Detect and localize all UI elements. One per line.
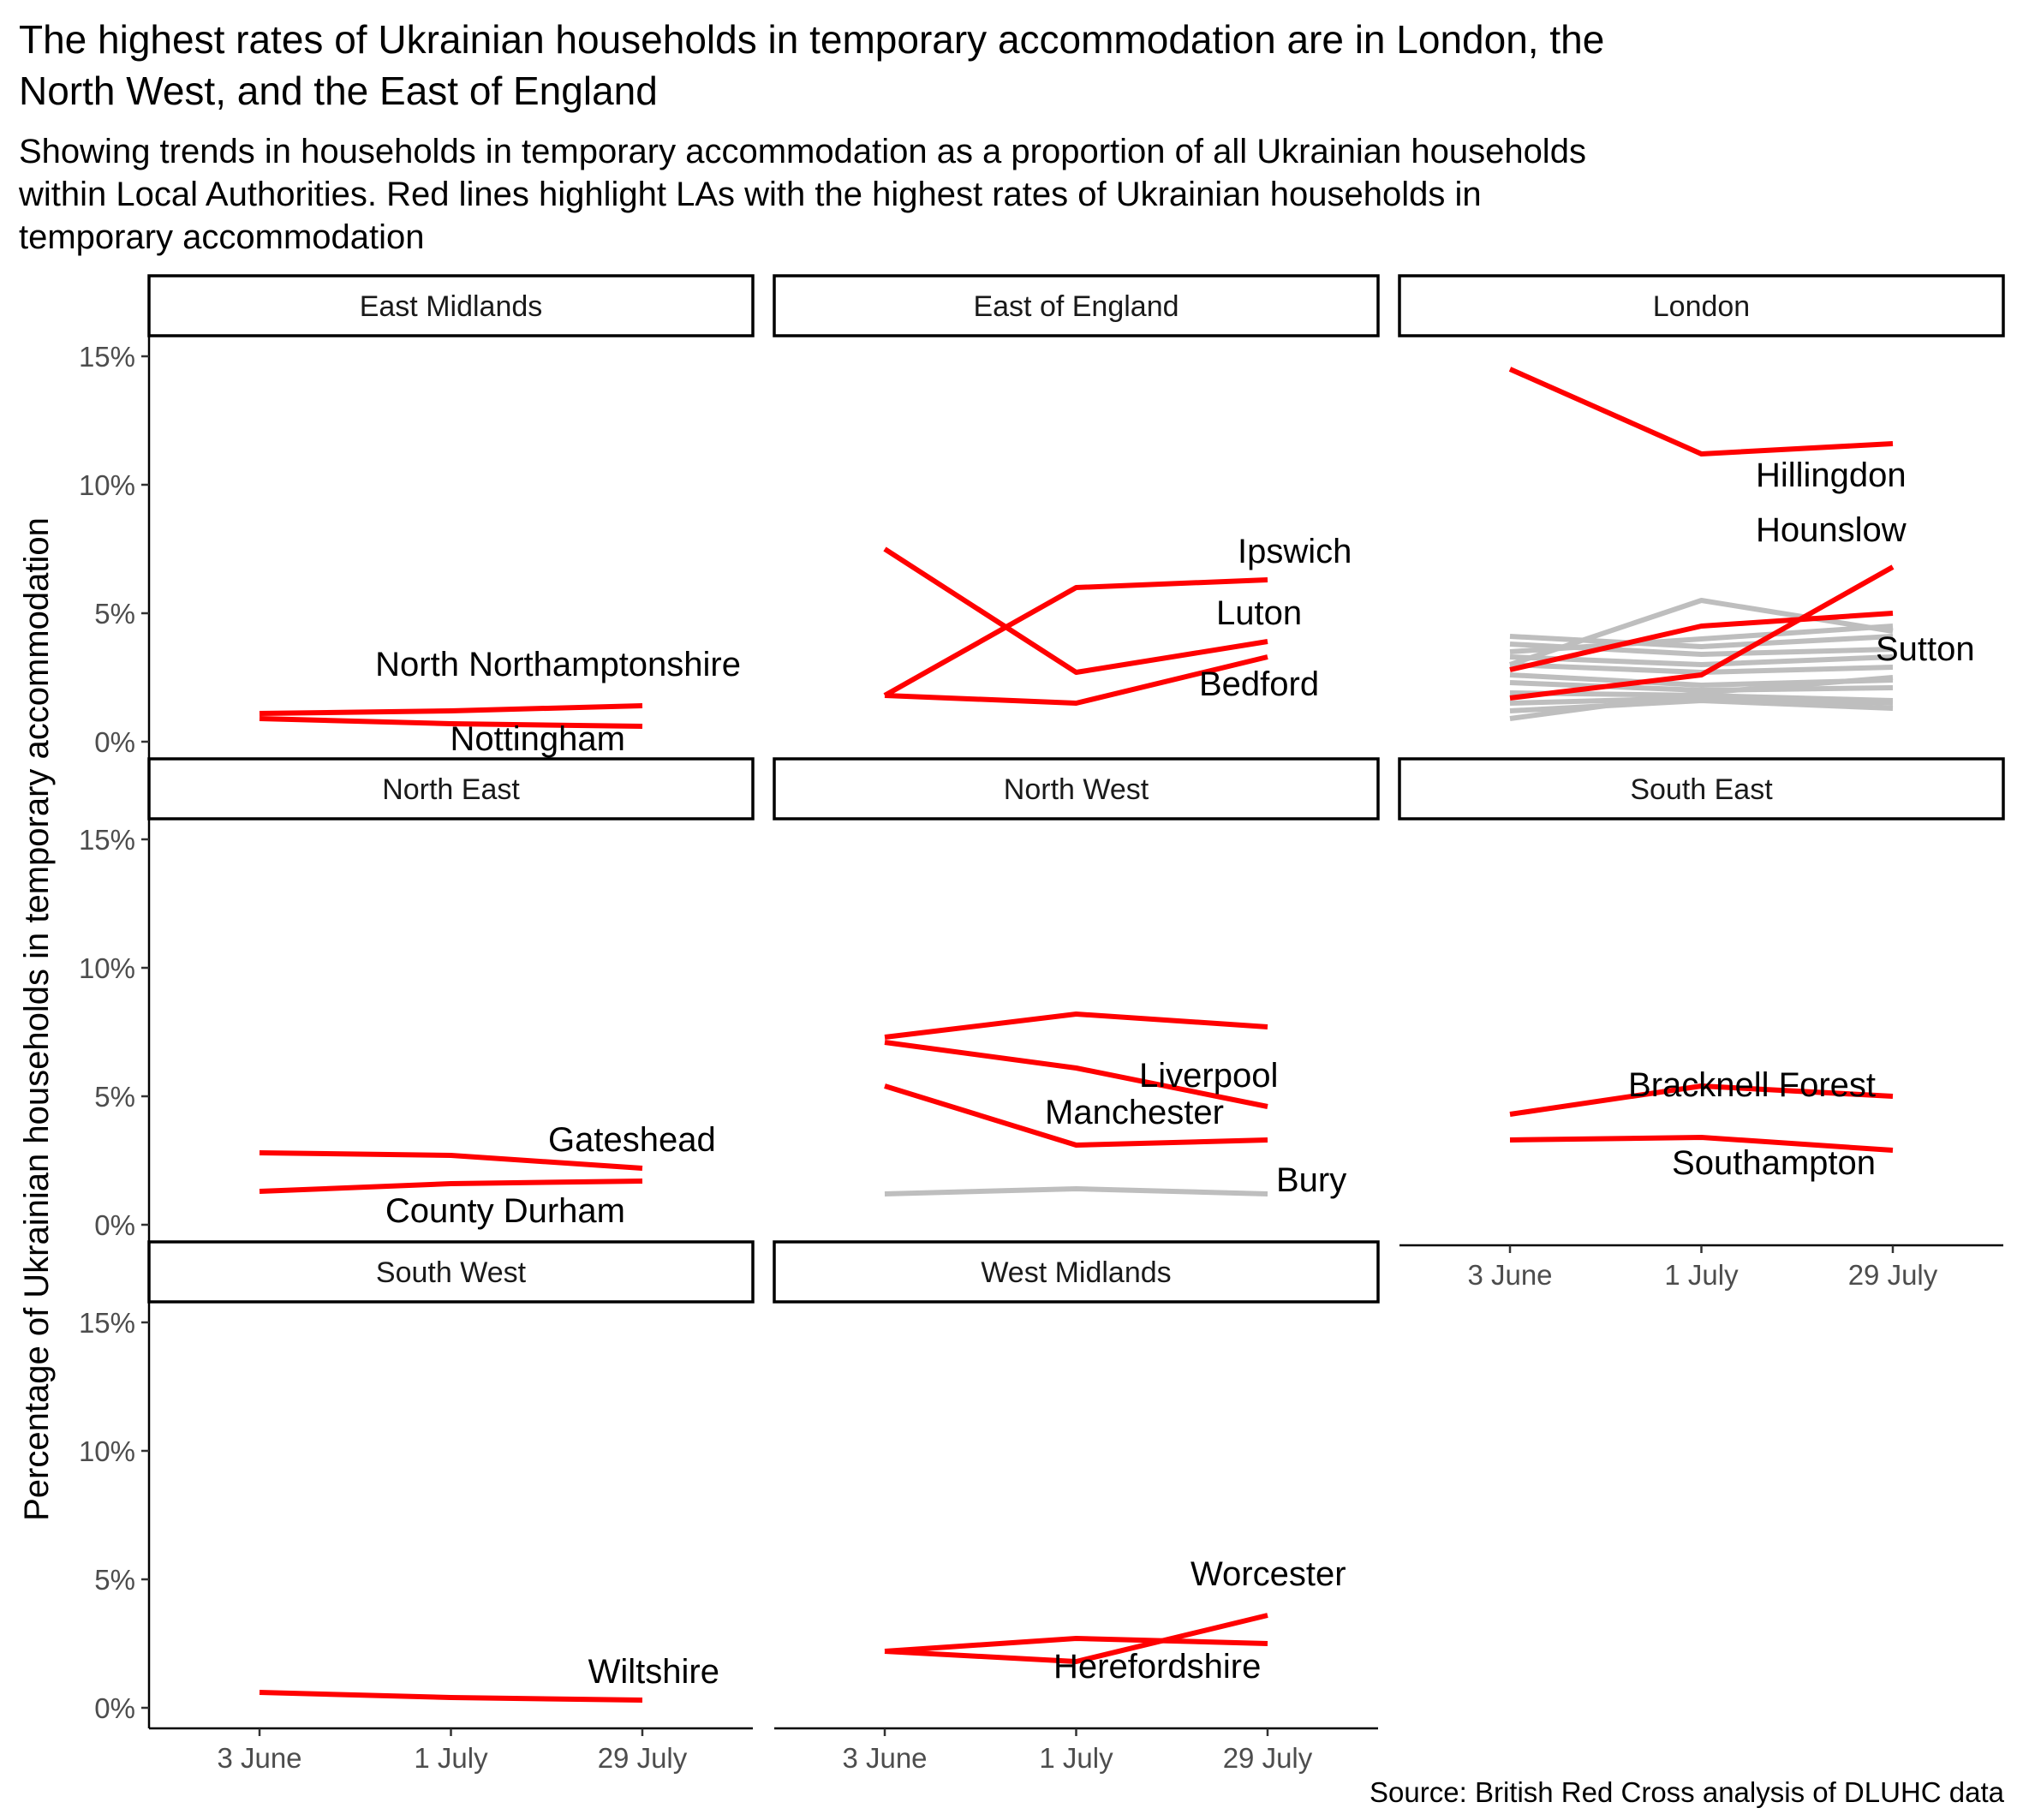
x-tick-label: 3 June — [217, 1742, 301, 1774]
other-series-line — [884, 1186, 1268, 1196]
facet-strip-label: London — [1653, 290, 1750, 323]
panel: South East 3 June 1 July 29 July Bracknell F… — [1398, 757, 2005, 1291]
title-line: The highest rates of Ukrainian household… — [19, 17, 1604, 62]
title-line: North West, and the East of England — [19, 69, 658, 113]
panel: London Hillingdon Hounslow Sutton — [1398, 274, 2005, 721]
chart-title: The highest rates of Ukrainian household… — [19, 17, 1604, 113]
other-series-line — [1509, 624, 1894, 654]
panels: East Midlands 0% 5% 10% 15% North Northampton… — [79, 274, 2005, 1774]
series-label: Bedford — [1199, 665, 1319, 703]
facet-strip-label: South West — [376, 1256, 527, 1289]
y-tick-label: 10% — [79, 469, 135, 501]
x-tick-label: 1 July — [1039, 1742, 1113, 1774]
y-axis-label: Percentage of Ukrainian households in te… — [18, 517, 56, 1521]
x-tick-label: 1 July — [414, 1742, 488, 1774]
facet-strip — [147, 1240, 755, 1304]
y-tick-label: 10% — [79, 1435, 135, 1467]
y-tick-label: 15% — [79, 341, 135, 373]
x-tick-label: 1 July — [1664, 1259, 1739, 1291]
highlight-series-line — [259, 716, 643, 729]
series-label: Hounslow — [1756, 511, 1907, 549]
series-label: Bury — [1276, 1161, 1346, 1199]
highlight-series-line — [883, 546, 1268, 675]
highlight-series-line — [884, 1613, 1268, 1664]
other-series-line — [1509, 634, 1894, 649]
highlight-series-line — [883, 577, 1268, 698]
panel: South West 0% 5% 10% 15% 3 June 1 July 29 July W… — [79, 1240, 755, 1774]
x-tick-label: 29 July — [1848, 1259, 1938, 1291]
highlight-series-line — [884, 1636, 1268, 1654]
other-series-line — [1509, 675, 1894, 721]
series-label: Southampton — [1672, 1144, 1876, 1182]
y-tick-label: 0% — [94, 1209, 135, 1241]
highlight-series-line — [884, 1040, 1268, 1109]
facet-strip-label: East Midlands — [360, 290, 543, 323]
y-tick-label: 0% — [94, 1692, 135, 1724]
panel: West Midlands 3 June 1 July 29 July Worceste… — [773, 1240, 1380, 1774]
y-tick-label: 15% — [79, 1307, 135, 1339]
subtitle-line: Showing trends in households in temporar… — [19, 133, 1586, 170]
y-tick-label: 10% — [79, 952, 135, 984]
highlight-series-line — [259, 1150, 643, 1171]
series-label: Gateshead — [548, 1121, 716, 1159]
series-label: County Durham — [385, 1192, 625, 1230]
highlight-series-line — [1509, 1135, 1894, 1153]
facet-strip-label: North East — [382, 773, 520, 806]
other-series-line — [1509, 654, 1894, 667]
y-tick-label: 5% — [94, 1564, 135, 1596]
series-label: Hillingdon — [1756, 456, 1907, 494]
x-tick-label: 29 July — [1223, 1742, 1313, 1774]
series-label: Ipswich — [1238, 533, 1352, 570]
highlight-series-line — [259, 703, 643, 716]
facet-strip-label: North West — [1004, 773, 1149, 806]
panel: East Midlands 0% 5% 10% 15% North Northampton… — [79, 274, 755, 762]
facet-strip — [773, 757, 1380, 820]
facet-strip-label: South East — [1630, 773, 1773, 806]
series-label: Worcester — [1191, 1555, 1346, 1593]
series-label: Sutton — [1876, 630, 1975, 668]
facet-strip-label: East of England — [973, 290, 1179, 323]
subtitle-line: temporary accommodation — [19, 218, 425, 256]
y-tick-label: 15% — [79, 824, 135, 856]
facet-strip — [773, 274, 1380, 337]
facet-strip — [147, 274, 755, 337]
series-label: Herefordshire — [1053, 1648, 1261, 1686]
series-label: Bracknell Forest — [1628, 1066, 1876, 1104]
highlight-series-line — [1508, 367, 1894, 456]
highlight-series-line — [884, 654, 1268, 706]
y-tick-label: 5% — [94, 598, 135, 630]
panel: East of England Ipswich Luton Bedford — [773, 274, 1380, 706]
facet-strip — [1398, 274, 2005, 337]
other-series-line — [1509, 598, 1894, 667]
series-label: Wiltshire — [588, 1653, 719, 1691]
panel: North East 0% 5% 10% 15% Gateshead County Durh… — [79, 757, 755, 1245]
x-tick-label: 3 June — [842, 1742, 927, 1774]
x-tick-label: 3 June — [1467, 1259, 1552, 1291]
series-label: Manchester — [1045, 1094, 1224, 1131]
y-tick-label: 5% — [94, 1081, 135, 1113]
chart-subtitle: Showing trends in households in temporar… — [18, 133, 1586, 256]
highlight-series-line — [884, 1083, 1268, 1148]
highlight-series-line — [1509, 1083, 1894, 1117]
highlight-series-line — [884, 1011, 1268, 1040]
source-caption: Source: British Red Cross analysis of DL… — [1370, 1776, 2005, 1808]
series-label: North Northamptonshire — [375, 646, 741, 683]
x-tick-label: 29 July — [598, 1742, 688, 1774]
y-tick-label: 0% — [94, 726, 135, 758]
series-label: Nottingham — [450, 720, 625, 758]
highlight-series-line — [259, 1179, 643, 1194]
facet-strip-label: West Midlands — [981, 1256, 1171, 1289]
subtitle-line: within Local Authorities. Red lines high… — [18, 176, 1482, 213]
series-label: Liverpool — [1139, 1057, 1278, 1095]
facet-strip — [147, 757, 755, 820]
facet-strip — [1398, 757, 2005, 820]
highlight-series-line — [259, 1690, 643, 1703]
series-label: Luton — [1216, 594, 1302, 632]
highlight-series-line — [1509, 564, 1895, 701]
highlight-series-line — [1509, 611, 1894, 672]
facet-strip — [773, 1240, 1380, 1304]
